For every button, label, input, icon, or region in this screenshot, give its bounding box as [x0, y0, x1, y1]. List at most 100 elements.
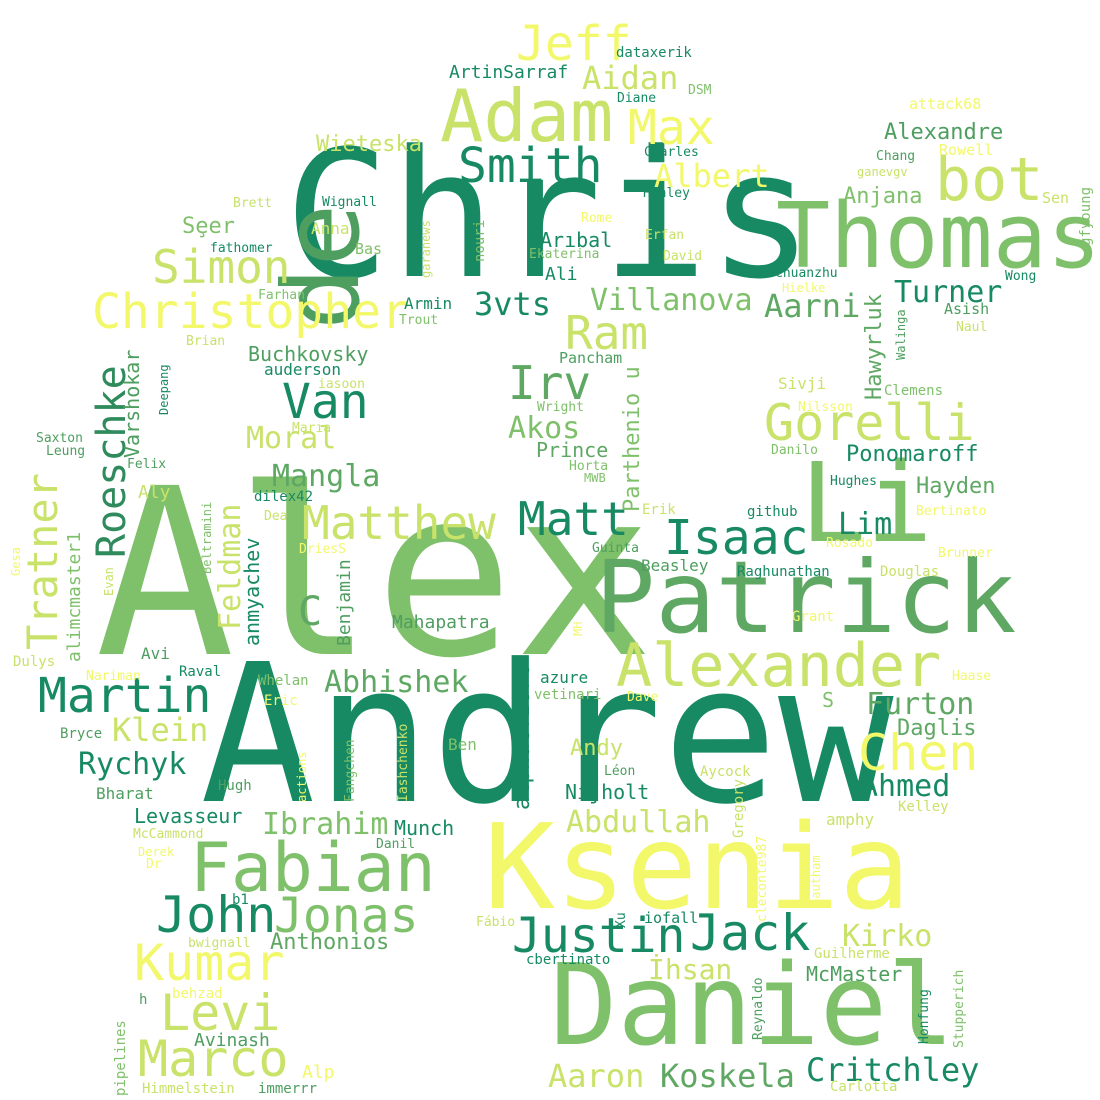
word-kelley: Kelley: [898, 799, 949, 815]
word-grant: Grant: [792, 609, 835, 625]
word-cleconte987: cleconte987: [755, 835, 770, 922]
word-dataxerik: dataxerik: [616, 45, 692, 61]
word-martin: Martin: [38, 668, 212, 724]
word-hawyrluk: Hawyrluk: [862, 294, 887, 400]
word-driess: DriesS: [299, 542, 346, 557]
word-simon: Simon: [152, 240, 291, 294]
word-3vts: 3vts: [474, 285, 552, 323]
word-aycock: Aycock: [700, 764, 751, 780]
word-raval: Raval: [179, 664, 222, 680]
word-farhan: Farhan: [258, 288, 305, 303]
word-maria: Marıa: [292, 421, 332, 436]
word-benjamin: Benjamin: [334, 559, 355, 646]
word-matthew: Matthew: [302, 496, 496, 550]
word-walinga: Walinga: [894, 309, 908, 360]
word-honfung: Honfung: [917, 989, 932, 1044]
word-beasley: Beasley: [641, 556, 709, 575]
word-irv: Irv: [508, 356, 592, 410]
word-buchkovsky: Buchkovsky: [248, 342, 369, 366]
word-gregory: Gregory: [731, 778, 747, 838]
word-armin: Armin: [404, 294, 453, 313]
word-lim: Lim: [838, 507, 893, 542]
word-gesa: Gesa: [9, 547, 23, 576]
word-bwignall: bwignall: [188, 936, 251, 951]
word-thomas: Thomas: [776, 184, 1100, 289]
word-felix: Felix: [127, 457, 167, 472]
word-anjana: Anjana: [843, 184, 923, 209]
word-anthonios: Anthonios: [270, 930, 390, 955]
word-david: David: [663, 249, 703, 264]
word-ponomaroff: Ponomaroff: [846, 442, 979, 467]
word-b1: b1: [232, 892, 249, 908]
word-dr: Dr: [146, 857, 162, 872]
word-mcmaster: McMaster: [806, 962, 903, 986]
word-aarni: Aarni: [764, 287, 861, 325]
word-brunner: Brunner: [938, 546, 993, 561]
word-deepang: Deepang: [157, 364, 171, 415]
word-erfan: Erfan: [645, 228, 685, 243]
word-rome: Rome: [581, 211, 613, 226]
word-anmyachev: anmyachev: [240, 537, 264, 646]
word-raghunathan: Raghunathan: [737, 564, 830, 580]
word-ganevgv: ganevgv: [857, 165, 908, 179]
word-fathomer: fathomer: [210, 241, 273, 256]
word-gorelli: Gorelli: [764, 394, 975, 452]
word-parthenio: Parthenio u: [620, 366, 645, 512]
word-saxton: Saxton: [36, 431, 83, 446]
word-chuanzhu: Chuanzhu: [775, 266, 838, 281]
word-wong: Wong: [1005, 269, 1037, 284]
word-ram: Ram: [565, 306, 649, 360]
word-brett: Brett: [233, 196, 273, 211]
word-actions: actions: [295, 751, 309, 802]
word-dulys: Dulys: [13, 654, 56, 670]
word-moral: Moral: [246, 421, 337, 456]
word-jonas: Jonas: [274, 888, 419, 944]
word-nilsson: Nilsson: [798, 400, 853, 415]
word-alphactzo7g: alphaCTzo7G: [510, 664, 535, 810]
word-bryce: Bryce: [60, 726, 103, 742]
word-s: S: [822, 688, 835, 712]
word-chris: Chris: [284, 113, 814, 318]
word-jeff: Jeff: [516, 16, 632, 72]
word-tratner: Tratner: [18, 472, 67, 650]
word-adam: Adam: [440, 74, 614, 158]
word-alexander: Alexander: [616, 631, 942, 701]
word-wieteska: Wieteska: [316, 132, 422, 157]
word-chen: Chen: [858, 724, 979, 782]
word-abdullah: Abdullah: [566, 805, 711, 840]
word-iofall: iofall: [644, 909, 699, 927]
word-douglas: Douglas: [880, 564, 940, 580]
word-amphy: amphy: [826, 810, 875, 829]
word-brian: Brian: [186, 334, 226, 349]
word-smith: Smith: [458, 138, 603, 194]
word-avinash: Avinash: [194, 1030, 270, 1051]
word-nijholt: Nijholt: [565, 780, 650, 804]
word-rowell: Rowell: [939, 141, 994, 159]
word-auderson: auderson: [264, 360, 342, 379]
word-matt: Matt: [518, 492, 629, 546]
word-cbertinato: cbertinato: [526, 952, 611, 968]
word-immerrr: immerrr: [258, 1081, 318, 1097]
word-rosado: Rosado: [826, 536, 873, 551]
word-alexandre: Alexandre: [884, 120, 1004, 145]
word-leung: Leung: [46, 444, 86, 459]
word-evan: Evan: [102, 567, 116, 596]
word-ahmed: Ahmed: [860, 769, 951, 804]
word-aly: Aly: [138, 482, 171, 503]
word-chang: Chang: [876, 149, 916, 164]
word-wright: Wright: [537, 400, 584, 415]
word-github: github: [747, 504, 798, 520]
word-van: Van: [282, 374, 369, 430]
word-klein: Klein: [112, 711, 209, 749]
word-rychyk: Rychyk: [78, 747, 187, 782]
word-ibrahim: Ibrahim: [262, 807, 389, 842]
word-koskela: Koskela: [660, 1057, 795, 1095]
word-leon: Léon: [604, 764, 636, 779]
word-alimcmaster1: alimcmaster1: [64, 531, 85, 662]
word-marco: Marco: [138, 1030, 289, 1088]
word-hughes: Hughes: [830, 474, 877, 489]
word-bas: Bas: [355, 240, 383, 258]
word-max: Max: [628, 100, 715, 156]
word-sen: Sen: [1042, 189, 1070, 207]
word-anna: Anna: [311, 219, 350, 238]
